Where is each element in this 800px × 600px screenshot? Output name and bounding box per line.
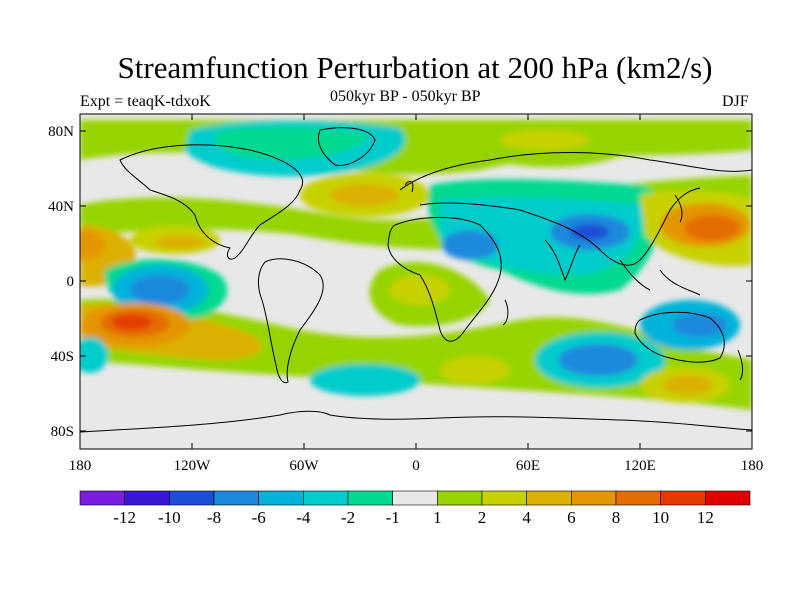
longitude-axis: 180 120W 60W 0 60E 120E 180 xyxy=(69,114,764,474)
contour-region xyxy=(330,184,400,206)
contour-region xyxy=(558,344,638,376)
coastline-greenland xyxy=(317,127,376,166)
contour-region xyxy=(663,375,713,395)
coastline-antarctica xyxy=(80,410,752,433)
coastlines xyxy=(80,127,752,433)
lat-tick-label: 40S xyxy=(51,349,74,365)
colorbar-label: 1 xyxy=(433,508,442,527)
colorbar-swatch xyxy=(347,490,393,506)
lat-tick-label: 0 xyxy=(67,274,75,290)
colorbar-label: 6 xyxy=(567,508,576,527)
colorbar-swatch xyxy=(437,490,483,506)
colorbar-label: -2 xyxy=(341,508,355,527)
colorbar-label: 8 xyxy=(612,508,621,527)
contour-region xyxy=(155,235,205,249)
colorbar-swatch xyxy=(526,490,572,506)
contour-region xyxy=(570,224,610,240)
colorbar-label: 12 xyxy=(697,508,714,527)
lon-tick-label: 180 xyxy=(741,458,764,474)
colorbar-swatch xyxy=(79,490,125,506)
colorbar-label: -8 xyxy=(207,508,221,527)
colorbar-label: -12 xyxy=(113,508,136,527)
colorbar-label: -1 xyxy=(386,508,400,527)
colorbar-labels: -12 -10 -8 -6 -4 -2 -1 1 2 4 6 8 10 12 xyxy=(113,508,714,527)
colorbar-swatch xyxy=(615,490,661,506)
coastline-north-america xyxy=(119,144,303,260)
contour-region xyxy=(214,126,370,160)
season-label: DJF xyxy=(722,93,749,110)
colorbar xyxy=(79,490,751,506)
lon-tick-label: 120W xyxy=(174,458,212,474)
colorbar-swatch xyxy=(571,490,617,506)
colorbar-swatch xyxy=(258,490,304,506)
lon-tick-label: 120E xyxy=(624,458,656,474)
colorbar-label: -4 xyxy=(296,508,311,527)
lon-tick-label: 60E xyxy=(516,458,540,474)
lat-tick-label: 80N xyxy=(48,124,74,140)
colorbar-swatch xyxy=(481,490,527,506)
colorbar-label: -6 xyxy=(252,508,266,527)
contour-region xyxy=(112,314,152,330)
coastline-india xyxy=(544,239,581,282)
contour-region xyxy=(672,313,728,337)
latitude-axis: 80N 40N 0 40S 80S xyxy=(48,124,752,440)
coastline-eurasia xyxy=(399,152,752,266)
contour-region xyxy=(130,275,190,305)
page-title: Streamfunction Perturbation at 200 hPa (… xyxy=(117,50,713,85)
coastline-australia xyxy=(634,311,725,363)
lat-tick-label: 80S xyxy=(51,424,74,440)
coastline-japan xyxy=(674,194,683,223)
coastline-africa xyxy=(387,217,502,342)
colorbar-swatch xyxy=(392,490,438,506)
colorbar-label: 10 xyxy=(652,508,669,527)
colorbar-label: -10 xyxy=(158,508,181,527)
colorbar-label: 2 xyxy=(478,508,487,527)
contour-region xyxy=(684,215,740,241)
contour-region xyxy=(80,230,105,260)
colorbar-swatch xyxy=(705,490,751,506)
lat-tick-label: 40N xyxy=(48,199,74,215)
contour-region xyxy=(440,356,510,384)
contour-field xyxy=(80,114,752,449)
contour-region xyxy=(310,364,420,396)
lon-tick-label: 0 xyxy=(412,458,420,474)
contour-region xyxy=(500,130,590,150)
colorbar-swatch xyxy=(660,490,706,506)
coastline-new-zealand xyxy=(737,349,744,381)
coastline-se-asia xyxy=(619,259,701,296)
contour-region xyxy=(442,230,498,260)
coastline-madagascar xyxy=(502,299,509,326)
contour-region xyxy=(390,275,450,305)
lon-tick-label: 60W xyxy=(289,458,319,474)
colorbar-swatch xyxy=(213,490,259,506)
coastline-uk xyxy=(404,181,414,193)
colorbar-swatch xyxy=(169,490,215,506)
contour-region xyxy=(80,337,108,373)
colorbar-swatch xyxy=(124,490,170,506)
subtitle: 050kyr BP - 050kyr BP xyxy=(330,88,481,105)
coastline-south-america xyxy=(257,258,324,384)
colorbar-label: 4 xyxy=(522,508,531,527)
lon-tick-label: 180 xyxy=(69,458,92,474)
experiment-label: Expt = teaqK-tdxoK xyxy=(80,93,211,110)
colorbar-swatch xyxy=(303,490,349,506)
